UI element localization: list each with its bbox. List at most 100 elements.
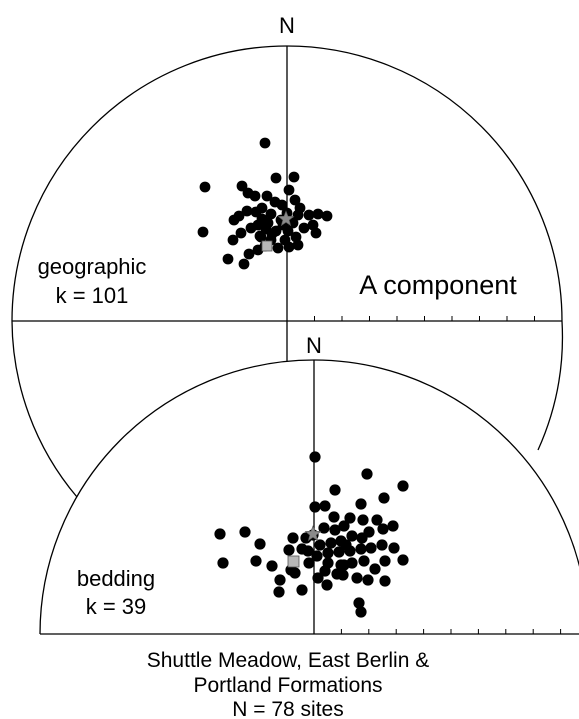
- bedding-k-label: k = 39: [86, 594, 147, 619]
- site-direction-marker: [276, 199, 288, 211]
- site-direction-marker: [287, 532, 299, 544]
- bedding-frame-label: bedding: [77, 566, 155, 591]
- geographic-net-lower-arc-right: [537, 320, 564, 451]
- site-direction-marker: [363, 526, 375, 538]
- site-direction-marker: [283, 544, 295, 556]
- bedding-site-directions: [214, 451, 409, 618]
- north-label-top: N: [279, 13, 295, 38]
- site-direction-marker: [296, 584, 308, 596]
- site-direction-marker: [321, 579, 333, 591]
- site-direction-marker: [227, 234, 239, 246]
- caption-line-1: Shuttle Meadow, East Berlin &: [147, 649, 430, 672]
- site-direction-marker: [355, 543, 367, 555]
- site-direction-marker: [283, 241, 295, 253]
- site-direction-marker: [328, 511, 340, 523]
- site-direction-marker: [303, 209, 315, 221]
- site-direction-marker: [346, 530, 358, 542]
- site-direction-marker: [319, 500, 331, 512]
- site-direction-marker: [338, 520, 350, 532]
- site-direction-marker: [309, 501, 321, 513]
- site-direction-marker: [353, 597, 365, 609]
- site-direction-marker: [287, 217, 299, 229]
- site-direction-marker: [254, 538, 266, 550]
- site-direction-marker: [312, 572, 324, 584]
- site-direction-marker: [344, 512, 356, 524]
- site-direction-marker: [388, 542, 400, 554]
- site-direction-marker: [250, 555, 262, 567]
- site-direction-marker: [377, 523, 389, 535]
- site-direction-marker: [214, 528, 226, 540]
- site-direction-marker: [292, 239, 304, 251]
- site-direction-marker: [310, 227, 322, 239]
- geographic-pole-marker: [261, 240, 273, 252]
- caption-line-3: N = 78 sites: [232, 698, 343, 719]
- geographic-mean-direction-marker: [277, 210, 295, 227]
- site-direction-marker: [283, 184, 295, 196]
- site-direction-marker: [331, 568, 343, 580]
- site-direction-marker: [288, 171, 300, 183]
- geographic-net-lower-arc: [11, 320, 78, 498]
- site-direction-marker: [325, 537, 337, 549]
- site-direction-marker: [197, 226, 209, 238]
- site-direction-marker: [270, 172, 282, 184]
- caption-line-2: Portland Formations: [193, 674, 382, 697]
- site-direction-marker: [397, 554, 409, 566]
- site-direction-marker: [217, 557, 229, 569]
- site-direction-marker: [333, 546, 345, 558]
- site-direction-marker: [371, 514, 383, 526]
- site-direction-marker: [235, 227, 247, 239]
- bedding-mean-direction-marker: [304, 525, 322, 542]
- site-direction-marker: [289, 194, 301, 206]
- site-direction-marker: [236, 180, 248, 192]
- site-direction-marker: [321, 210, 333, 222]
- site-direction-marker: [355, 606, 367, 618]
- site-direction-marker: [379, 575, 391, 587]
- site-direction-marker: [351, 572, 363, 584]
- site-direction-marker: [329, 524, 341, 536]
- site-direction-marker: [239, 526, 251, 538]
- site-direction-marker: [266, 560, 278, 572]
- site-direction-marker: [329, 484, 341, 496]
- site-direction-marker: [312, 208, 324, 220]
- site-direction-marker: [228, 214, 240, 226]
- geographic-site-directions: [197, 137, 333, 270]
- north-label-bottom: N: [306, 333, 322, 358]
- site-direction-marker: [238, 258, 250, 270]
- site-direction-marker: [252, 219, 264, 231]
- site-direction-marker: [274, 574, 286, 586]
- site-direction-marker: [199, 181, 211, 193]
- site-direction-marker: [387, 520, 399, 532]
- site-direction-marker: [309, 451, 321, 463]
- site-direction-marker: [303, 557, 315, 569]
- site-direction-marker: [357, 514, 369, 526]
- site-direction-marker: [319, 565, 331, 577]
- bedding-net-ticks: [340, 629, 562, 634]
- site-direction-marker: [243, 248, 255, 260]
- site-direction-marker: [379, 555, 391, 567]
- site-direction-marker: [252, 244, 264, 256]
- site-direction-marker: [302, 545, 314, 557]
- site-direction-marker: [314, 539, 326, 551]
- site-direction-marker: [241, 205, 253, 217]
- site-direction-marker: [358, 555, 370, 567]
- site-direction-marker: [318, 522, 330, 534]
- site-direction-marker: [378, 492, 390, 504]
- site-direction-marker: [254, 230, 266, 242]
- site-direction-marker: [300, 532, 312, 544]
- site-direction-marker: [376, 539, 388, 551]
- site-direction-marker: [397, 480, 409, 492]
- geographic-net-ticks: [314, 316, 535, 321]
- site-direction-marker: [265, 208, 277, 220]
- site-direction-marker: [273, 586, 285, 598]
- geographic-k-label: k = 101: [56, 283, 129, 308]
- site-direction-marker: [266, 228, 278, 240]
- site-direction-marker: [322, 547, 334, 559]
- site-direction-marker: [222, 253, 234, 265]
- geographic-frame-label: geographic: [38, 254, 147, 279]
- site-direction-marker: [272, 242, 284, 254]
- site-direction-marker: [242, 187, 254, 199]
- site-direction-marker: [250, 206, 262, 218]
- site-direction-marker: [289, 567, 301, 579]
- bedding-pole-marker: [287, 555, 300, 568]
